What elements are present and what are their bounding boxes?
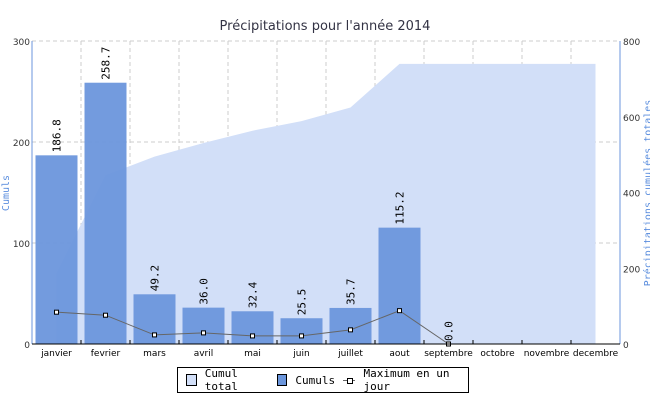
point-maximum	[250, 333, 255, 339]
legend-cumuls-swatch	[276, 374, 288, 386]
bar-label: 258.7	[100, 47, 113, 80]
x-tick-label: janvier	[40, 349, 72, 359]
y-tick-label: 200	[13, 139, 30, 149]
x-tick-label: fevrier	[91, 349, 121, 359]
legend-max-line-icon	[343, 377, 356, 384]
bar-label: 115.2	[394, 192, 407, 225]
legend-max: Maximum en un jour	[363, 367, 450, 393]
point-maximum	[299, 333, 304, 339]
x-tick-label: septembre	[424, 349, 473, 359]
bar-janvier	[35, 155, 78, 344]
x-tick-label: juin	[292, 349, 309, 359]
bar-label: 186.8	[51, 119, 64, 152]
x-tick-label: mai	[244, 349, 261, 359]
area-cumul-total	[56, 63, 596, 345]
x-tick-label: novembre	[524, 349, 570, 359]
y2-tick-label: 800	[623, 38, 640, 48]
y-tick-label: 100	[13, 240, 30, 250]
y2-tick-label: 600	[623, 114, 640, 124]
legend-cumul-total: Cumul total	[204, 367, 238, 393]
y-tick-label: 0	[24, 341, 30, 351]
legend: Cumul total Cumuls Maximum en un jour	[177, 367, 469, 393]
y2-tick-label: 400	[623, 190, 640, 200]
bar-juin	[280, 318, 323, 344]
y2-axis-label: Précipitations cumulées totales	[642, 100, 650, 287]
x-tick-label: aout	[389, 349, 410, 359]
bar-label: 49.2	[149, 265, 162, 292]
y-axis-label: Cumuls	[1, 175, 12, 211]
bar-fevrier	[84, 82, 127, 344]
point-maximum	[397, 308, 402, 314]
point-maximum	[201, 330, 206, 336]
point-maximum	[103, 312, 108, 318]
x-tick-label: juillet	[337, 349, 363, 359]
legend-cumul-total-swatch	[186, 374, 197, 386]
bar-label: 36.0	[198, 278, 211, 305]
bar-aout	[378, 227, 421, 344]
y2-tick-label: 200	[623, 265, 640, 275]
x-tick-label: octobre	[480, 349, 515, 359]
bar-label: 35.7	[345, 278, 358, 305]
x-tick-label: avril	[194, 349, 214, 359]
point-maximum	[348, 327, 353, 333]
legend-cumuls: Cumuls	[295, 373, 336, 387]
bar-label: 32.4	[247, 281, 260, 308]
chart-title: Précipitations pour l'année 2014	[220, 19, 431, 34]
y2-tick-label: 0	[623, 341, 629, 351]
point-maximum	[54, 309, 59, 315]
bar-juillet	[329, 307, 372, 344]
x-tick-label: mars	[143, 349, 166, 359]
y-tick-label: 300	[13, 38, 30, 48]
point-maximum	[152, 332, 157, 338]
bar-avril	[182, 307, 225, 344]
bar-label: 25.5	[296, 289, 309, 316]
x-tick-label: decembre	[573, 349, 619, 359]
bar-label: 0.0	[443, 321, 456, 341]
bar-mai	[231, 311, 274, 344]
